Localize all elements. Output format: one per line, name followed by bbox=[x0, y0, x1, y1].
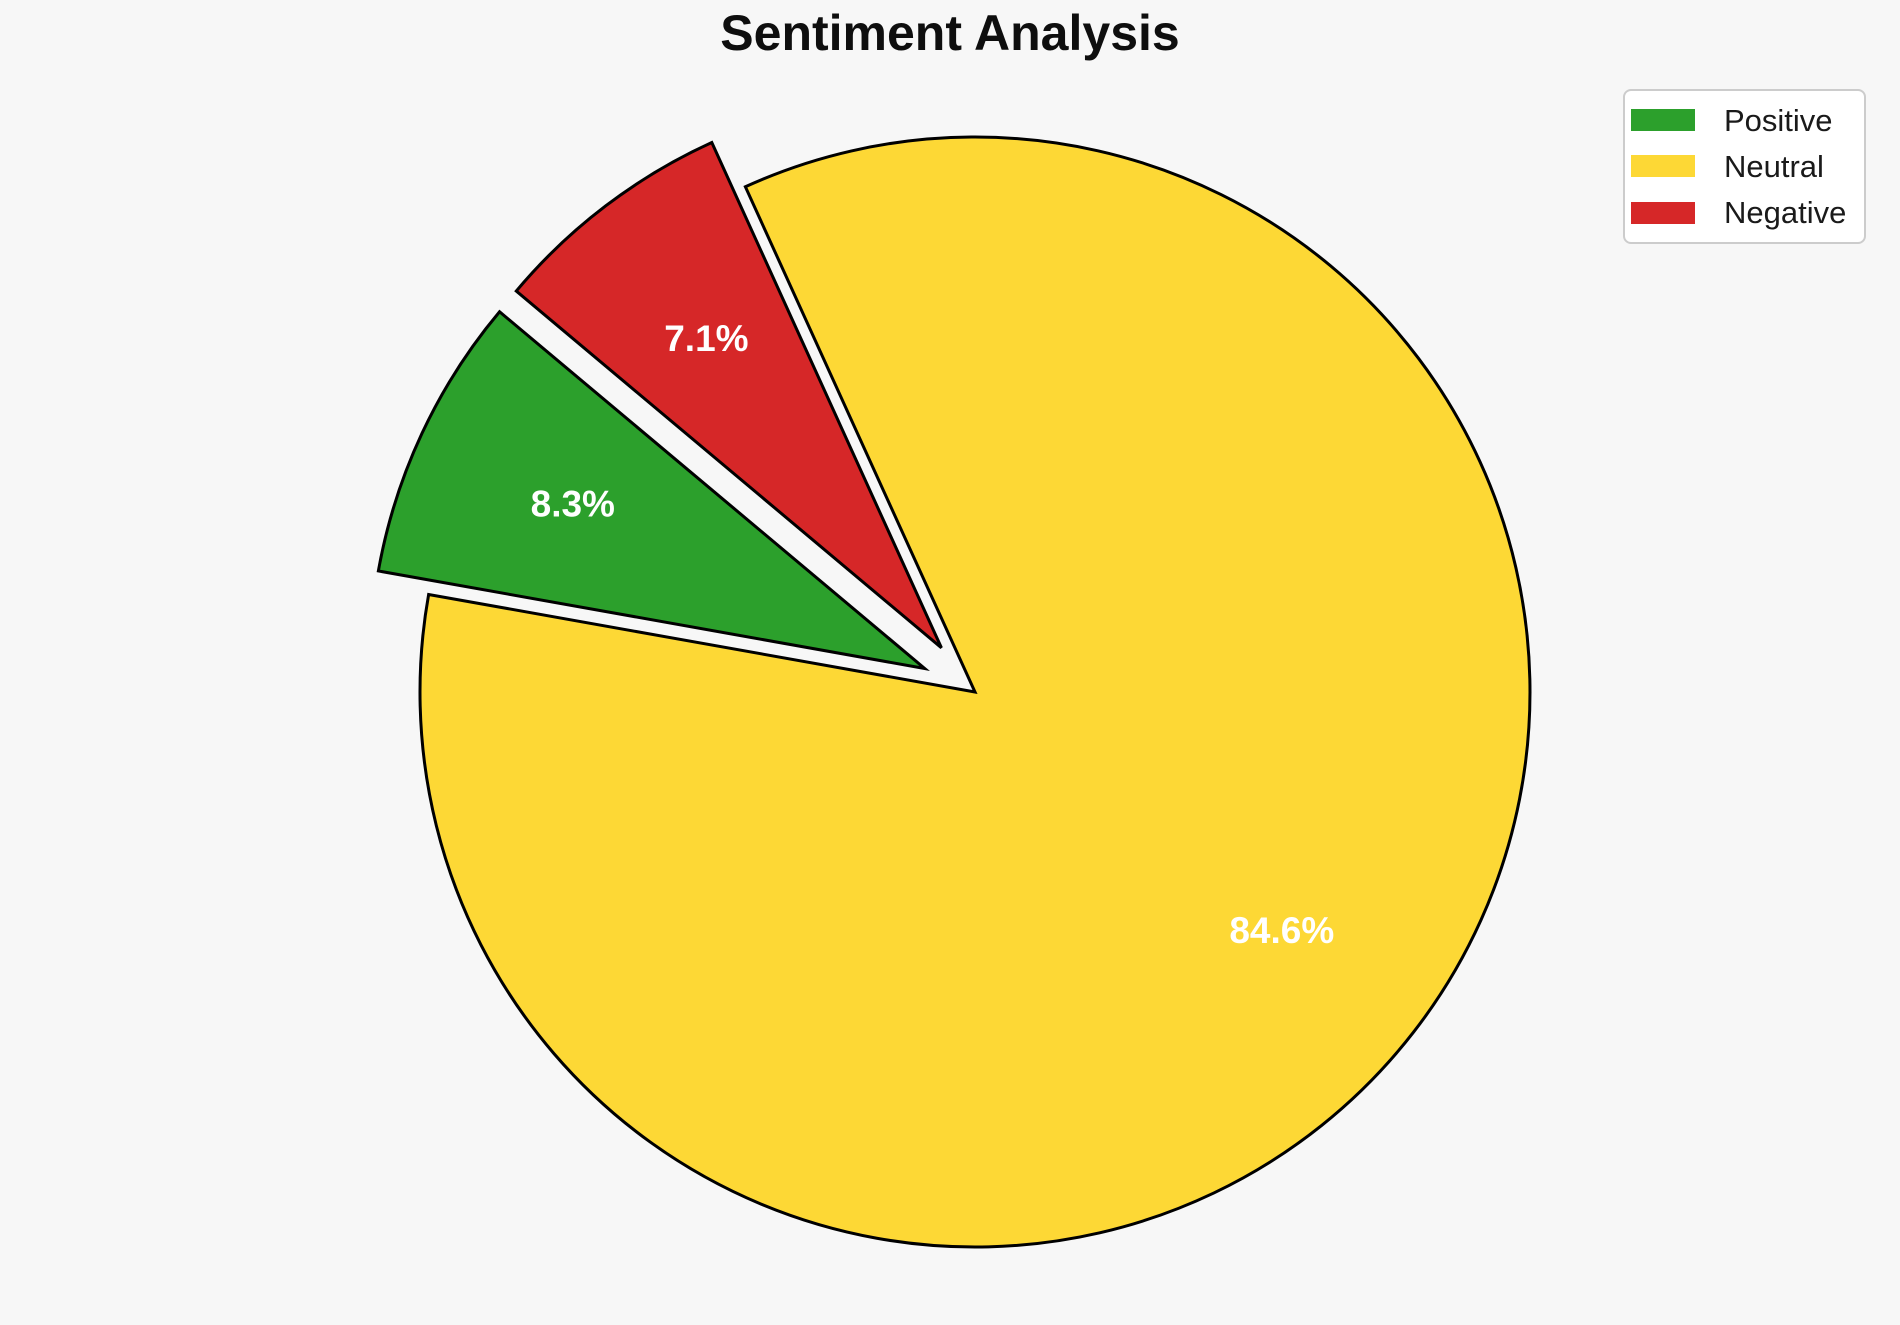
pie-slice-positive bbox=[376, 309, 930, 671]
pie-slice-percent-positive: 8.3% bbox=[531, 483, 615, 524]
legend-label-positive: Positive bbox=[1724, 102, 1833, 138]
pie-slice-neutral bbox=[418, 135, 1532, 1249]
legend-swatch-positive bbox=[1631, 109, 1695, 132]
legend-swatch-neutral bbox=[1631, 155, 1695, 178]
pie-slice-percent-neutral: 84.6% bbox=[1229, 910, 1334, 951]
pie-slice-negative bbox=[514, 140, 943, 649]
legend-item-positive: Positive bbox=[1631, 97, 1854, 143]
legend-item-negative: Negative bbox=[1631, 190, 1854, 236]
legend-label-neutral: Neutral bbox=[1724, 148, 1824, 184]
legend: Positive Neutral Negative bbox=[1623, 89, 1866, 244]
chart-title: Sentiment Analysis bbox=[720, 5, 1180, 61]
pie-slice-percent-negative: 7.1% bbox=[664, 318, 748, 359]
legend-swatch-negative bbox=[1631, 201, 1695, 224]
legend-label-negative: Negative bbox=[1724, 195, 1847, 231]
legend-item-neutral: Neutral bbox=[1631, 143, 1854, 189]
